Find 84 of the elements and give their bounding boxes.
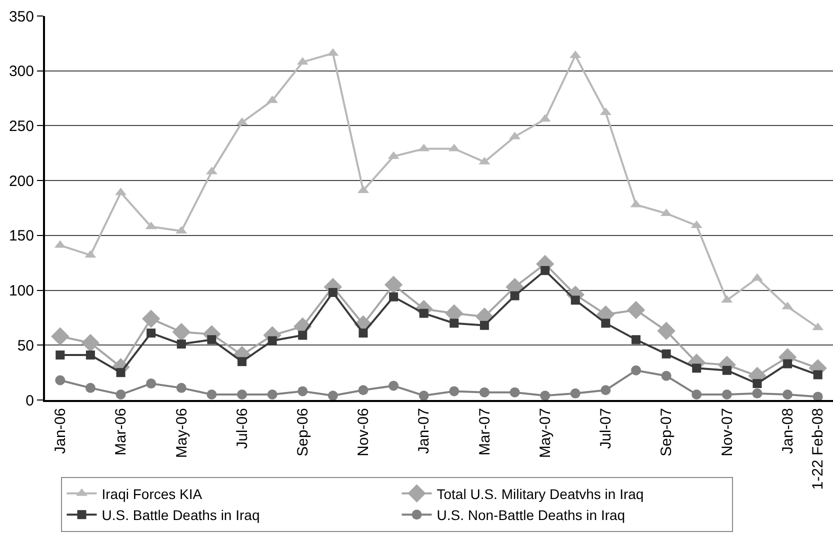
point xyxy=(56,350,65,360)
point xyxy=(657,322,676,340)
point xyxy=(540,390,550,400)
point xyxy=(692,364,702,373)
point xyxy=(358,328,368,338)
x-tick-label: May-06 xyxy=(173,408,190,458)
point xyxy=(752,379,762,388)
point xyxy=(631,365,641,376)
y-tick-label: 100 xyxy=(8,282,34,300)
point xyxy=(207,335,216,344)
point xyxy=(601,318,610,328)
x-tick-label: Sep-06 xyxy=(294,408,312,456)
x-tick-label: Nov-07 xyxy=(718,408,736,456)
point xyxy=(722,366,732,375)
point xyxy=(298,330,308,340)
point xyxy=(268,336,277,346)
point xyxy=(722,390,732,400)
point xyxy=(142,310,160,328)
y-tick-label: 50 xyxy=(17,337,34,354)
point xyxy=(626,300,646,320)
legend-label: Total U.S. Military Deatvhs in Iraq xyxy=(436,486,644,502)
legend-label: U.S. Non-Battle Deaths in Iraq xyxy=(436,507,626,524)
point xyxy=(813,370,822,380)
point xyxy=(172,322,190,342)
point xyxy=(480,320,489,330)
x-tick-label: Jul-07 xyxy=(598,408,615,449)
point xyxy=(85,382,96,393)
point xyxy=(237,390,247,400)
point xyxy=(450,318,459,328)
point xyxy=(116,390,126,400)
point xyxy=(510,387,520,398)
point xyxy=(632,335,640,344)
point xyxy=(389,292,398,302)
point xyxy=(146,378,156,389)
point xyxy=(176,382,186,393)
x-tick-label: Nov-06 xyxy=(355,408,372,456)
x-tick-label: Jan-06 xyxy=(52,408,70,454)
point xyxy=(116,368,126,378)
x-tick-label: Sep-07 xyxy=(658,408,676,456)
x-tick-label: Jan-08 xyxy=(779,408,796,454)
point xyxy=(510,291,520,300)
legend-label: Iraqi Forces KIA xyxy=(102,486,203,502)
point xyxy=(692,390,702,400)
point xyxy=(86,350,95,360)
point xyxy=(600,385,611,396)
point xyxy=(238,357,246,366)
point xyxy=(267,390,278,400)
point xyxy=(298,386,308,396)
point xyxy=(479,387,490,398)
point xyxy=(782,390,793,400)
point xyxy=(146,328,156,338)
point xyxy=(662,349,671,358)
point xyxy=(358,385,368,396)
x-tick-label: Jan-07 xyxy=(416,408,433,454)
x-tick-label: May-07 xyxy=(536,408,554,458)
x-tick-label: Mar-07 xyxy=(476,408,494,456)
legend-label: U.S. Battle Deaths in Iraq xyxy=(102,507,260,524)
point xyxy=(752,388,762,398)
point xyxy=(81,334,100,352)
x-tick-label: 1-22 Feb-08 xyxy=(810,408,827,490)
point xyxy=(570,388,580,398)
point xyxy=(540,266,550,276)
y-tick-label: 150 xyxy=(8,228,34,245)
point xyxy=(449,386,460,396)
point xyxy=(55,375,66,386)
point xyxy=(812,392,823,400)
x-tick-label: Mar-06 xyxy=(112,408,130,456)
y-tick-label: 0 xyxy=(26,392,34,410)
x-tick-label: Jul-06 xyxy=(234,408,251,449)
point xyxy=(384,276,403,294)
point xyxy=(388,380,399,391)
point xyxy=(51,327,70,346)
point xyxy=(328,288,338,297)
y-tick-label: 250 xyxy=(8,118,34,135)
point xyxy=(570,296,580,305)
point xyxy=(206,390,217,400)
point xyxy=(661,370,672,381)
point xyxy=(418,390,429,400)
point xyxy=(783,359,792,368)
point xyxy=(176,340,186,349)
point xyxy=(328,390,338,400)
y-tick-label: 200 xyxy=(8,172,34,190)
y-tick-label: 350 xyxy=(8,8,34,26)
y-tick-label: 300 xyxy=(8,63,34,80)
